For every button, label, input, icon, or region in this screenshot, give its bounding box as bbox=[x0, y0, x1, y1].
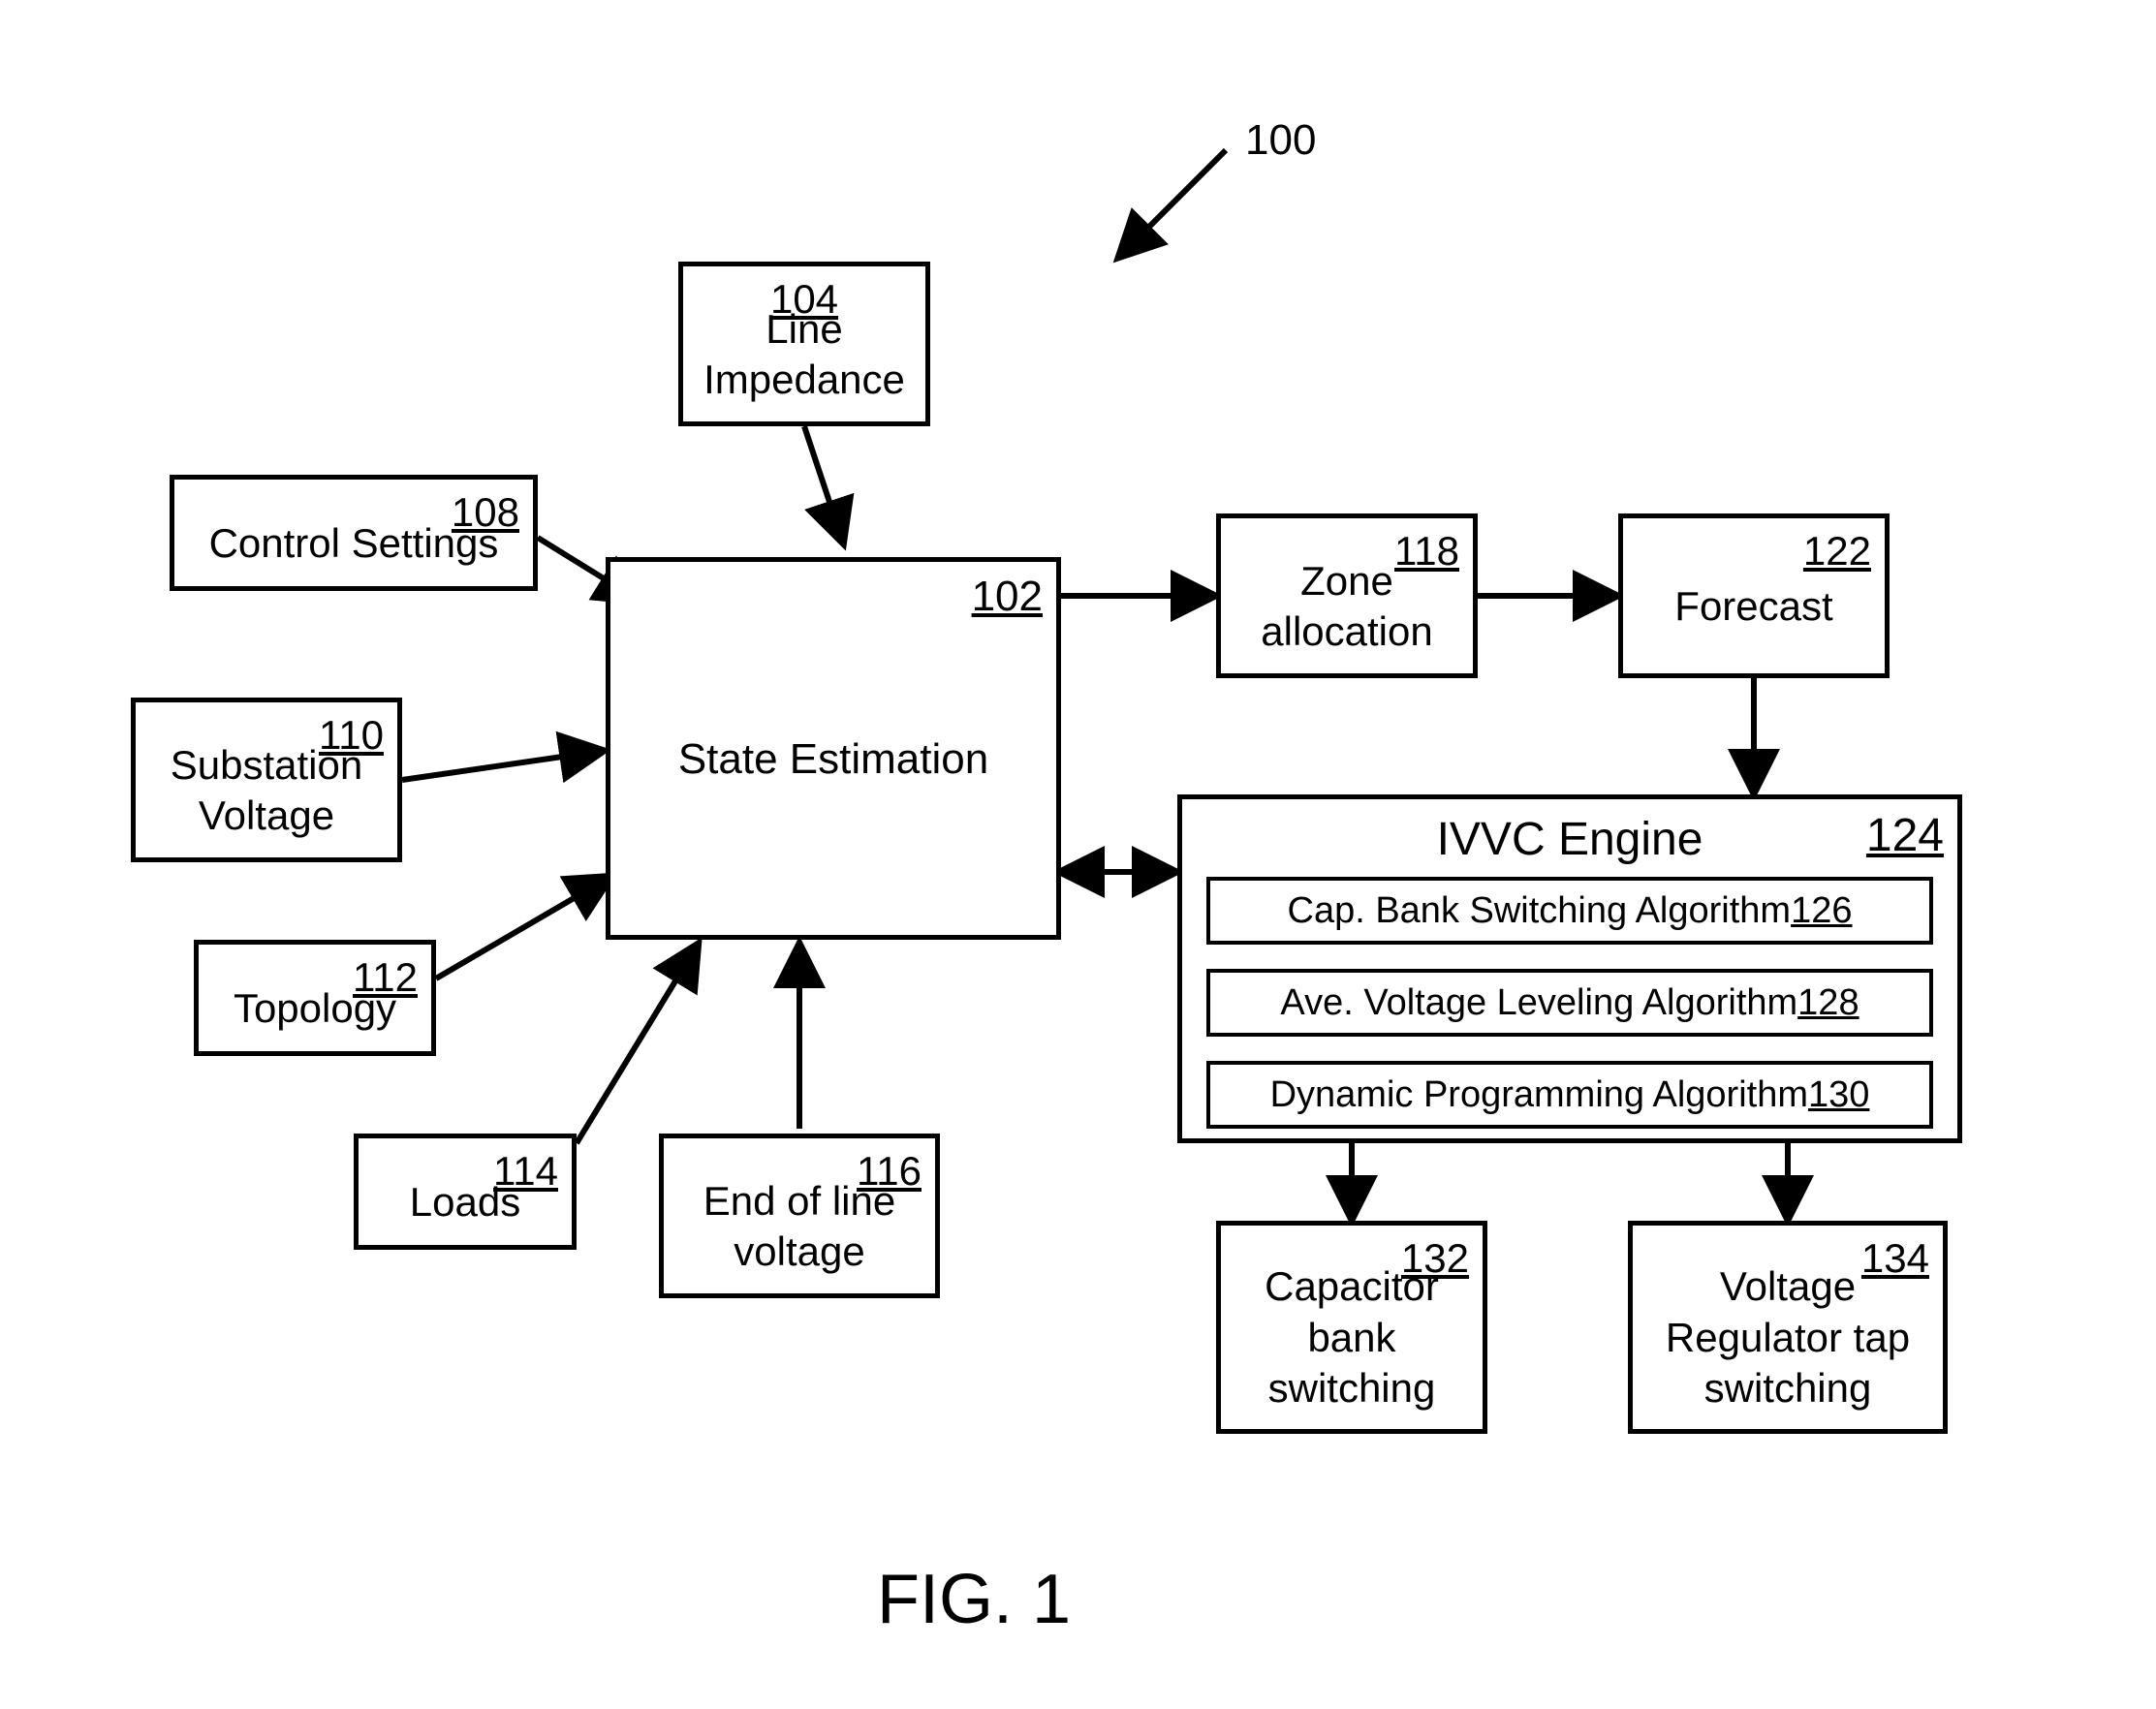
engine-sub-126: Cap. Bank Switching Algorithm 126 bbox=[1206, 877, 1933, 945]
node-104: 104LineImpedance bbox=[678, 262, 930, 426]
node-102: 102 State Estimation bbox=[606, 557, 1061, 940]
node-ref: 110 bbox=[319, 710, 384, 761]
node-114: 114Loads bbox=[354, 1134, 577, 1250]
sub-ref: 128 bbox=[1797, 982, 1859, 1024]
node-ref: 102 bbox=[972, 570, 1043, 623]
diagram-canvas: 100 104LineImpedance108Control Settings1… bbox=[0, 0, 2156, 1709]
sub-label: Ave. Voltage Leveling Algorithm bbox=[1280, 982, 1797, 1024]
node-label: Forecast bbox=[1674, 581, 1832, 633]
node-label: Capacitorbankswitching bbox=[1265, 1261, 1439, 1414]
node-label: VoltageRegulator tapswitching bbox=[1666, 1261, 1910, 1414]
node-ref: 122 bbox=[1803, 526, 1871, 577]
node-ref: 118 bbox=[1394, 526, 1459, 577]
node-ref: 112 bbox=[353, 952, 418, 1004]
engine-sub-128: Ave. Voltage Leveling Algorithm 128 bbox=[1206, 969, 1933, 1037]
node-ref: 116 bbox=[857, 1146, 922, 1197]
node-108: 108Control Settings bbox=[170, 475, 538, 591]
node-118: 118Zoneallocation bbox=[1216, 513, 1478, 678]
node-ref: 114 bbox=[493, 1146, 558, 1197]
figure-reference-100: 100 bbox=[1245, 116, 1316, 165]
sub-ref: 130 bbox=[1808, 1074, 1869, 1116]
node-116: 116End of linevoltage bbox=[659, 1134, 940, 1298]
sub-label: Dynamic Programming Algorithm bbox=[1270, 1074, 1808, 1116]
sub-label: Cap. Bank Switching Algorithm bbox=[1288, 890, 1792, 932]
node-ref: 108 bbox=[452, 487, 519, 539]
node-132: 132Capacitorbankswitching bbox=[1216, 1221, 1487, 1434]
node-ref: 132 bbox=[1401, 1233, 1469, 1285]
node-label: State Estimation bbox=[678, 732, 988, 786]
node-ref: 104 bbox=[770, 274, 838, 326]
engine-title: IVVC Engine bbox=[1182, 811, 1957, 869]
engine-sub-130: Dynamic Programming Algorithm 130 bbox=[1206, 1061, 1933, 1129]
sub-ref: 126 bbox=[1791, 890, 1852, 932]
figure-label: FIG. 1 bbox=[877, 1560, 1071, 1639]
node-122: 122Forecast bbox=[1618, 513, 1890, 678]
node-112: 112Topology bbox=[194, 940, 436, 1056]
node-110: 110SubstationVoltage bbox=[131, 698, 402, 862]
node-ref: 134 bbox=[1861, 1233, 1929, 1285]
node-134: 134VoltageRegulator tapswitching bbox=[1628, 1221, 1948, 1434]
